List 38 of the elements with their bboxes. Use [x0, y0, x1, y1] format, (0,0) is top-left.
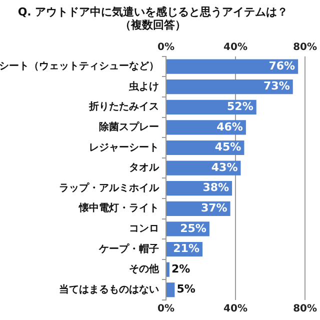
bar — [166, 120, 246, 135]
y-tick-label: 折りたたみイス — [88, 100, 159, 113]
y-tick-label: ケープ・帽子 — [98, 242, 159, 255]
data-label: 5% — [176, 282, 196, 296]
x-tick-label: 80% — [293, 304, 317, 315]
bar — [166, 80, 293, 94]
data-label: 2% — [171, 262, 190, 276]
data-label: 38% — [202, 181, 230, 194]
data-label: 25% — [180, 222, 206, 235]
bar — [166, 59, 298, 74]
data-label: 43% — [211, 160, 238, 174]
y-tick-label: その他 — [129, 263, 160, 276]
bar — [166, 262, 170, 277]
data-label: 52% — [227, 100, 254, 114]
x2-tick-label: 0% — [158, 42, 174, 53]
x-tick-label: 0% — [158, 304, 174, 315]
data-label: 21% — [173, 242, 200, 256]
y-tick-label: ラップ・アルミホイル — [59, 182, 160, 194]
x-tick-label: 40% — [224, 304, 248, 315]
y-tick-label: レジャーシート — [89, 142, 159, 154]
y-tick-label: 除菌スプレー — [99, 121, 159, 134]
data-label: 46% — [216, 120, 243, 134]
bar — [166, 282, 175, 298]
y-tick-label: 懐中電灯・ライト — [78, 202, 159, 214]
y-tick-label: 当てはまるものはない — [59, 283, 159, 296]
data-label: 37% — [200, 202, 228, 215]
bar — [166, 100, 256, 114]
data-label: 76% — [268, 59, 296, 72]
y-tick-label: 虫よけ — [128, 80, 159, 92]
x2-tick-label: 80% — [293, 42, 317, 53]
x2-tick-label: 40% — [224, 42, 248, 53]
y-tick-label: コンロ — [129, 224, 159, 235]
data-label: 45% — [214, 140, 242, 154]
y-tick-label: タオル — [129, 162, 160, 174]
y-tick-label: シート（ウェットティシューなど） — [0, 61, 159, 72]
chart-title: Q. アウトドア中に気遣いを感じると思うアイテムは？（複数回答） — [18, 5, 288, 32]
data-label: 73% — [264, 80, 290, 93]
bar — [166, 160, 241, 176]
